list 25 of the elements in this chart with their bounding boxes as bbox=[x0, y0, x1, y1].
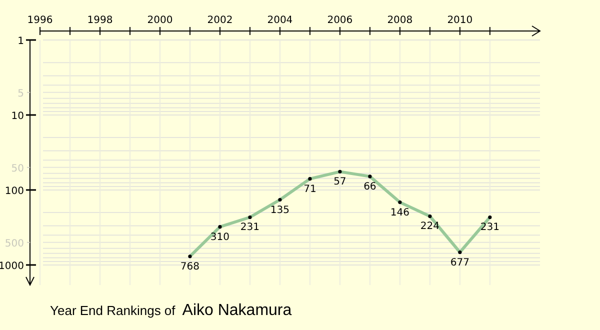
data-label: 224 bbox=[420, 221, 440, 232]
data-label: 57 bbox=[334, 176, 346, 188]
x-tick-label: 2008 bbox=[387, 15, 413, 26]
data-label: 231 bbox=[240, 222, 260, 234]
data-label: 310 bbox=[210, 232, 230, 243]
text: Year End Rankings of bbox=[50, 303, 176, 318]
data-label: 146 bbox=[390, 207, 410, 218]
x-tick-label: 2000 bbox=[147, 15, 173, 26]
data-label: 71 bbox=[304, 184, 316, 195]
x-tick-label: 1998 bbox=[87, 15, 113, 26]
data-label: 231 bbox=[480, 222, 500, 234]
y-tick-label: 10 bbox=[11, 110, 24, 122]
data-label: 66 bbox=[364, 181, 376, 192]
x-tick-label: 2010 bbox=[447, 15, 473, 26]
y-tick-label: 1 bbox=[18, 36, 24, 47]
y-tick-label: 100 bbox=[4, 186, 24, 197]
x-tick-label: 2002 bbox=[207, 15, 233, 26]
text: Aiko Nakamura bbox=[182, 302, 292, 319]
data-label: 768 bbox=[180, 261, 200, 272]
x-tick-label: 2004 bbox=[267, 15, 293, 26]
data-label: 677 bbox=[450, 257, 470, 268]
data-label: 135 bbox=[270, 204, 290, 216]
x-tick-label: 1996 bbox=[27, 15, 53, 26]
y-tick-label: 1000 bbox=[0, 260, 24, 272]
x-tick-label: 2006 bbox=[327, 15, 353, 26]
